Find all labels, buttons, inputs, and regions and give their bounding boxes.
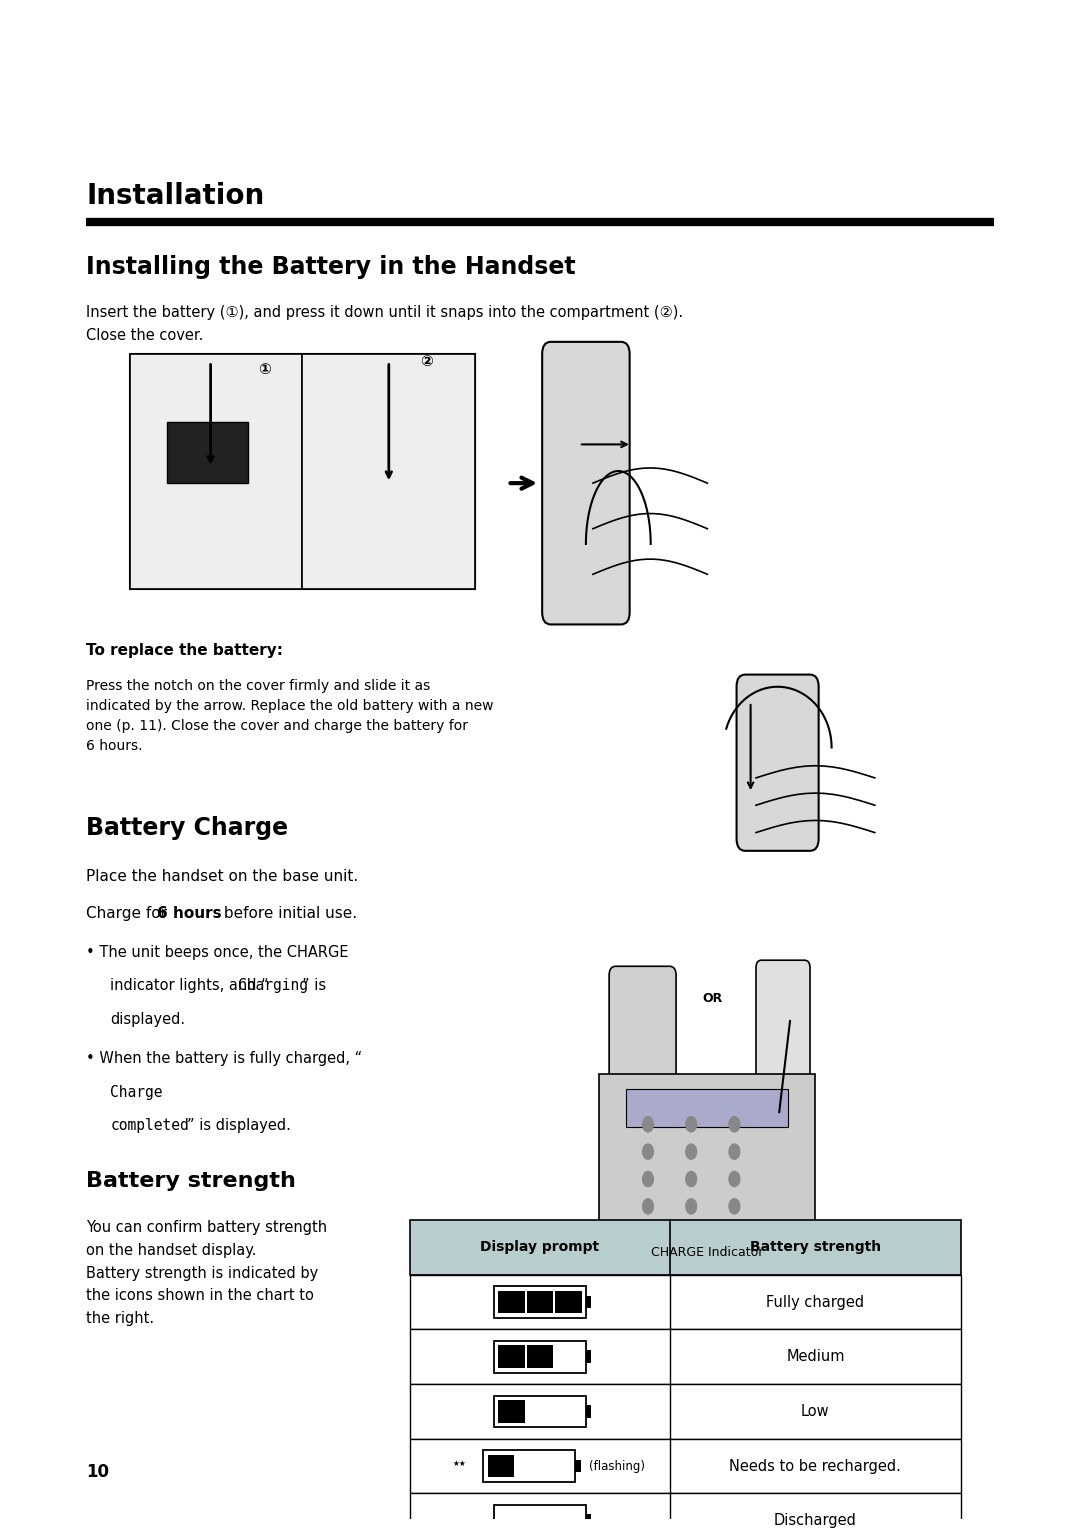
Text: Fully charged: Fully charged [767, 1294, 864, 1309]
Text: Installation: Installation [86, 182, 265, 211]
Text: To replace the battery:: To replace the battery: [86, 643, 283, 657]
Bar [585, 1514, 592, 1526]
FancyBboxPatch shape [756, 960, 810, 1089]
Circle shape [729, 1144, 740, 1160]
Bar [302, 354, 475, 590]
Text: Display prompt: Display prompt [481, 1241, 599, 1254]
Bar [499, 1346, 525, 1368]
Bar [410, 1274, 961, 1329]
Circle shape [729, 1117, 740, 1132]
Bar [585, 1406, 592, 1418]
Text: Press the notch on the cover firmly and slide it as
indicated by the arrow. Repl: Press the notch on the cover firmly and … [86, 678, 494, 753]
Circle shape [729, 1199, 740, 1213]
Bar [555, 1291, 582, 1314]
Bar [626, 1089, 788, 1128]
Text: (flashing): (flashing) [590, 1459, 645, 1473]
Bar [585, 1351, 592, 1363]
Circle shape [686, 1199, 697, 1213]
Text: Charge for: Charge for [86, 906, 173, 920]
Text: Battery strength: Battery strength [750, 1241, 881, 1254]
Text: Installing the Battery in the Handset: Installing the Battery in the Handset [86, 255, 576, 280]
Text: before initial use.: before initial use. [219, 906, 357, 920]
FancyBboxPatch shape [599, 1074, 815, 1241]
Text: Medium: Medium [786, 1349, 845, 1365]
Text: OR: OR [702, 992, 723, 1005]
Bar [499, 1291, 525, 1314]
Text: Charge: Charge [110, 1085, 163, 1100]
Text: Low: Low [801, 1404, 829, 1420]
Bar [130, 354, 475, 590]
Text: completed: completed [110, 1118, 189, 1134]
Text: ” is: ” is [302, 978, 326, 993]
Bar [410, 1439, 961, 1493]
Bar [576, 1459, 581, 1473]
Bar [484, 1450, 575, 1482]
Text: You can confirm battery strength
on the handset display.
Battery strength is ind: You can confirm battery strength on the … [86, 1219, 327, 1326]
Text: Battery strength: Battery strength [86, 1172, 296, 1192]
Circle shape [643, 1199, 653, 1213]
Bar [527, 1291, 553, 1314]
Text: 10: 10 [86, 1464, 109, 1481]
Circle shape [643, 1117, 653, 1132]
Bar [410, 1329, 961, 1384]
FancyBboxPatch shape [542, 342, 630, 625]
Text: 6 hours: 6 hours [157, 906, 221, 920]
Text: displayed.: displayed. [110, 1012, 186, 1027]
FancyBboxPatch shape [737, 674, 819, 851]
Text: ★★: ★★ [453, 1459, 467, 1467]
Bar [495, 1395, 585, 1427]
Text: • The unit beeps once, the CHARGE: • The unit beeps once, the CHARGE [86, 944, 349, 960]
Bar [499, 1400, 525, 1423]
Circle shape [686, 1144, 697, 1160]
Text: ” is displayed.: ” is displayed. [187, 1118, 291, 1134]
Text: Needs to be recharged.: Needs to be recharged. [729, 1459, 902, 1473]
Text: Discharged: Discharged [774, 1513, 856, 1528]
Bar [585, 1296, 592, 1308]
Text: indicator lights, and “: indicator lights, and “ [110, 978, 269, 993]
Circle shape [729, 1172, 740, 1187]
Bar [410, 1219, 961, 1274]
Text: Charging: Charging [238, 978, 308, 993]
Bar [488, 1455, 514, 1478]
Text: ②: ② [420, 354, 433, 368]
Circle shape [686, 1117, 697, 1132]
Bar [495, 1287, 585, 1319]
Bar [495, 1505, 585, 1528]
Bar [130, 354, 302, 590]
Bar [495, 1342, 585, 1372]
Text: ①: ① [258, 362, 271, 376]
Text: Place the handset on the base unit.: Place the handset on the base unit. [86, 869, 359, 885]
Text: CHARGE Indicator: CHARGE Indicator [651, 1245, 764, 1259]
Text: Insert the battery (①), and press it down until it snaps into the compartment (②: Insert the battery (①), and press it dow… [86, 306, 684, 342]
Bar [167, 422, 248, 483]
Circle shape [686, 1172, 697, 1187]
Bar [410, 1493, 961, 1528]
Circle shape [643, 1144, 653, 1160]
Circle shape [643, 1172, 653, 1187]
FancyBboxPatch shape [609, 966, 676, 1114]
Text: • When the battery is fully charged, “: • When the battery is fully charged, “ [86, 1051, 363, 1067]
Bar [527, 1346, 553, 1368]
Text: Battery Charge: Battery Charge [86, 816, 288, 840]
Bar [410, 1384, 961, 1439]
